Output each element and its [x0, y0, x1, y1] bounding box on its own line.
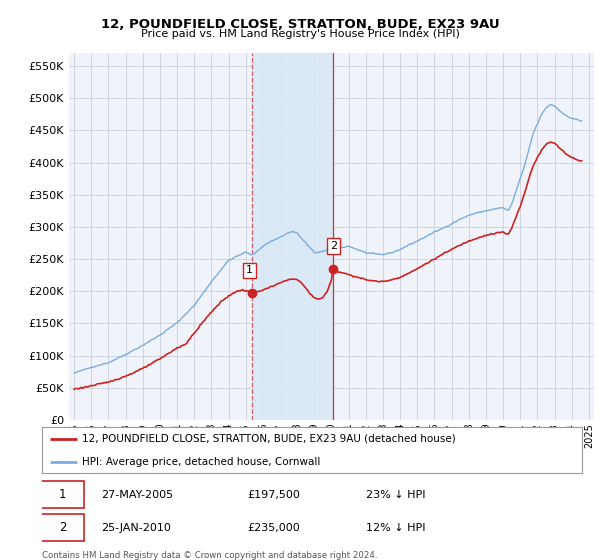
Text: 25-JAN-2010: 25-JAN-2010: [101, 522, 171, 533]
Bar: [252, 53, 333, 420]
Text: 2: 2: [330, 241, 337, 251]
Text: 12, POUNDFIELD CLOSE, STRATTON, BUDE, EX23 9AU: 12, POUNDFIELD CLOSE, STRATTON, BUDE, EX…: [101, 18, 499, 31]
Text: £235,000: £235,000: [247, 522, 300, 533]
Text: £197,500: £197,500: [247, 489, 300, 500]
Text: Price paid vs. HM Land Registry's House Price Index (HPI): Price paid vs. HM Land Registry's House …: [140, 29, 460, 39]
FancyBboxPatch shape: [41, 514, 84, 541]
Text: 1: 1: [246, 265, 253, 276]
Text: Contains HM Land Registry data © Crown copyright and database right 2024.
This d: Contains HM Land Registry data © Crown c…: [42, 551, 377, 560]
Text: 23% ↓ HPI: 23% ↓ HPI: [366, 489, 425, 500]
FancyBboxPatch shape: [41, 481, 84, 508]
Text: 27-MAY-2005: 27-MAY-2005: [101, 489, 173, 500]
Text: HPI: Average price, detached house, Cornwall: HPI: Average price, detached house, Corn…: [83, 457, 321, 466]
Text: 2: 2: [59, 521, 66, 534]
Text: 12% ↓ HPI: 12% ↓ HPI: [366, 522, 425, 533]
Text: 1: 1: [59, 488, 66, 501]
Text: 12, POUNDFIELD CLOSE, STRATTON, BUDE, EX23 9AU (detached house): 12, POUNDFIELD CLOSE, STRATTON, BUDE, EX…: [83, 434, 456, 444]
